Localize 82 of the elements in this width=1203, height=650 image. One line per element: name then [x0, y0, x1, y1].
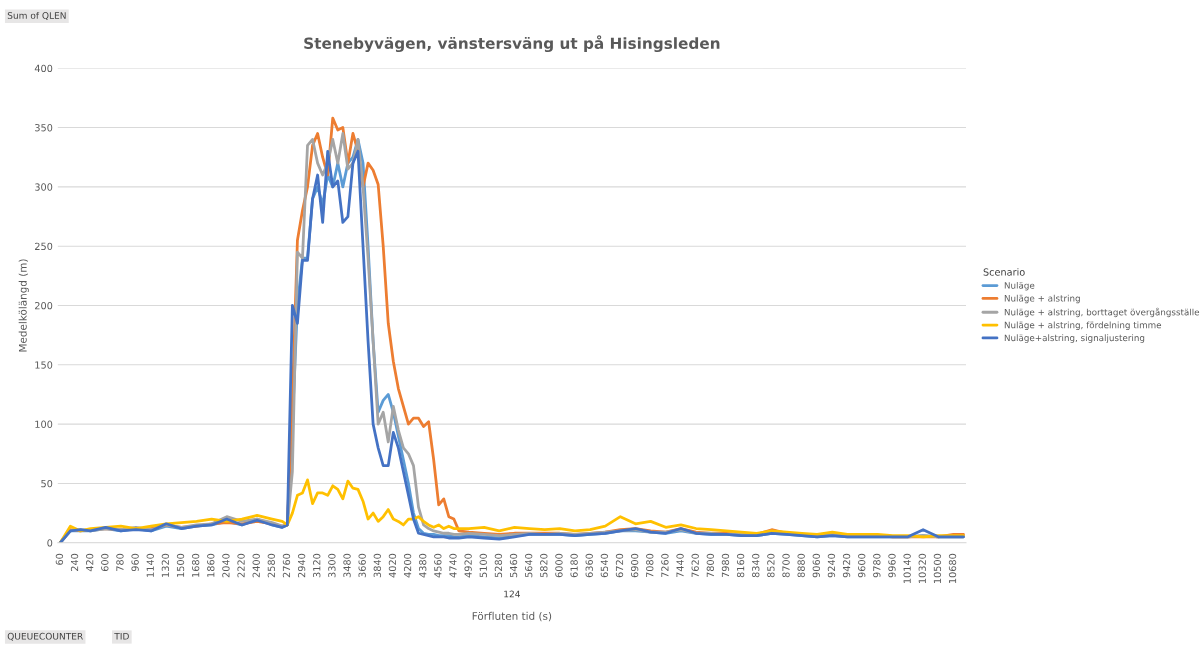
text: TID [114, 632, 129, 640]
x-tick-label: 10320 [918, 553, 926, 584]
x-tick-label: 600 [101, 553, 109, 572]
legend-title: Scenario [983, 268, 1025, 276]
x-tick-label: 4740 [449, 553, 457, 578]
x-tick-label: 9780 [873, 553, 881, 578]
x-tick-label: 7620 [691, 553, 699, 578]
x-tick-label: 8700 [782, 553, 790, 578]
legend-label: Nuläge + alstring, fördelning timme [1004, 321, 1162, 330]
x-tick-label: 9420 [842, 553, 851, 578]
x-tick-label: 7080 [646, 553, 654, 578]
x-tick-label: 6360 [585, 553, 593, 578]
x-tick-label: 8520 [767, 553, 775, 578]
x-tick-label: 10680 [948, 553, 957, 584]
y-tick-label: 150 [35, 361, 53, 369]
x-tick-label: 1320 [161, 553, 170, 577]
x-tick-label: 4380 [419, 553, 427, 578]
x-tick-label: 3120 [313, 553, 321, 578]
x-tick-label: 6900 [630, 553, 639, 578]
x-tick-label: 7800 [706, 553, 715, 578]
x-tick-label: 2580 [267, 553, 276, 578]
x-tick-label: 2220 [237, 553, 245, 578]
x-tick-label: 7440 [676, 553, 684, 578]
x-tick-label: 3300 [328, 553, 336, 578]
x-tick-label: 5640 [525, 553, 533, 578]
x-tick-label: 6540 [600, 553, 609, 578]
y-tick-label: 50 [41, 479, 53, 488]
x-tick-label: 5820 [540, 553, 548, 578]
x-tick-label: 6000 [555, 553, 563, 578]
x-tick-label: 9600 [858, 553, 866, 578]
x-tick-label: 1860 [207, 553, 215, 577]
y-tick-label: 400 [34, 64, 53, 73]
legend-label: Nuläge [1004, 281, 1035, 291]
x-tick-label: 1680 [191, 553, 200, 577]
y-tick-label: 250 [35, 242, 53, 251]
x-tick-label: 4920 [464, 553, 472, 578]
y-tick-label: 0 [47, 539, 53, 547]
x-tick-label: 3480 [343, 553, 351, 578]
text: Sum of QLEN [7, 11, 66, 20]
x-tick-label: 5280 [494, 553, 503, 578]
x-tick-label: 4020 [388, 553, 397, 578]
text: 124 [504, 590, 520, 598]
x-tick-label: 8340 [752, 553, 760, 578]
x-tick-label: 9240 [827, 553, 836, 578]
x-axis-title: Förfluten tid (s) [472, 611, 552, 622]
x-tick-label: 4560 [434, 553, 442, 578]
x-tick-label: 8880 [797, 553, 805, 578]
legend-label: Nuläge + alstring, borttaget övergångsställe [1004, 307, 1200, 318]
x-tick-label: 1500 [176, 553, 185, 577]
x-tick-label: 7260 [661, 553, 669, 578]
x-tick-label: 8160 [736, 553, 745, 578]
x-tick-label: 7980 [721, 553, 730, 578]
y-tick-label: 100 [35, 420, 53, 428]
x-tick-label: 5100 [479, 553, 487, 578]
chart-title: Stenebyvägen, vänstersväng ut på Hisingsleden [304, 35, 720, 53]
x-tick-label: 6720 [615, 553, 624, 578]
text: QUEUECOUNTER [7, 632, 83, 641]
x-tick-label: 1140 [146, 553, 154, 577]
x-tick-label: 2940 [297, 553, 306, 578]
x-tick-label: 780 [116, 553, 124, 571]
y-tick-label: 200 [35, 301, 53, 310]
x-tick-label: 240 [70, 553, 79, 572]
x-tick-label: 2400 [252, 553, 260, 578]
y-tick-label: 300 [35, 183, 53, 191]
x-tick-label: 60 [55, 553, 64, 565]
x-tick-label: 4200 [403, 553, 412, 578]
x-tick-label: 10140 [903, 553, 911, 584]
x-tick-label: 9060 [812, 553, 820, 578]
x-tick-label: 960 [131, 553, 139, 572]
x-tick-label: 6180 [570, 553, 578, 578]
y-axis-title: Medelkölängd (m) [18, 259, 29, 352]
x-tick-label: 420 [86, 553, 94, 572]
x-tick-label: 3660 [358, 553, 366, 578]
x-tick-label: 2040 [222, 553, 230, 578]
y-tick-label: 350 [35, 124, 53, 132]
x-tick-label: 3840 [373, 553, 381, 578]
x-tick-label: 10500 [933, 553, 942, 584]
x-tick-label: 5460 [509, 553, 518, 578]
x-tick-label: 9960 [888, 553, 896, 578]
x-tick-label: 2760 [282, 553, 291, 578]
legend-label: Nuläge + alstring [1004, 294, 1080, 304]
legend-label: Nuläge+alstring, signaljustering [1004, 334, 1145, 343]
